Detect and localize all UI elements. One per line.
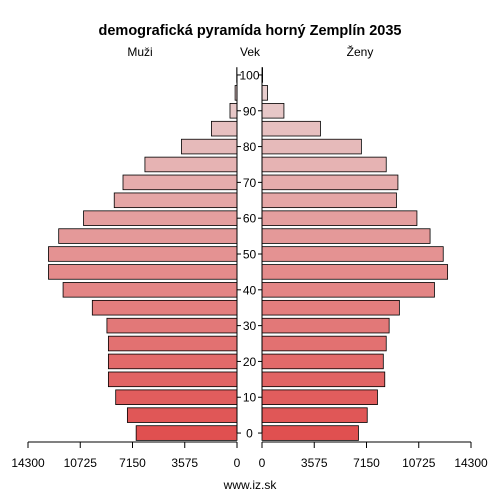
female-bar — [261, 174, 399, 191]
female-bar — [261, 425, 359, 441]
female-bar — [261, 192, 397, 209]
age-tick-label: 90 — [243, 104, 257, 118]
male-bar — [62, 282, 238, 298]
male-bar — [107, 371, 238, 388]
male-bar — [48, 264, 238, 280]
left-x-tick-label: 0 — [234, 456, 241, 470]
female-bar — [261, 371, 386, 388]
female-bar — [261, 156, 387, 173]
female-bar — [261, 228, 431, 244]
male-bar — [126, 407, 238, 423]
age-tick-label: 30 — [243, 319, 257, 333]
left-x-tick-label: 10725 — [64, 456, 98, 470]
male-bar — [229, 103, 238, 119]
right-x-tick-label: 3575 — [301, 456, 328, 470]
female-bar — [261, 210, 418, 226]
female-bar — [261, 353, 384, 370]
age-tick-label: 10 — [243, 391, 257, 405]
female-bar — [261, 264, 449, 280]
male-bar — [113, 192, 238, 209]
left-x-tick-label: 14300 — [11, 456, 45, 470]
right-x-tick-label: 7150 — [353, 456, 380, 470]
male-bar — [58, 228, 238, 244]
right-series-label: Ženy — [347, 44, 374, 59]
male-bar — [107, 353, 238, 370]
female-bar — [261, 407, 368, 423]
female-bar — [261, 138, 362, 155]
age-tick-label: 100 — [239, 68, 259, 82]
female-bar — [261, 246, 444, 262]
male-bar — [107, 335, 238, 352]
male-bar — [181, 138, 238, 155]
male-bar — [211, 120, 238, 137]
female-bar — [261, 103, 285, 119]
age-tick-label: 80 — [243, 140, 257, 154]
female-bar — [261, 335, 387, 352]
male-bar — [83, 210, 238, 226]
female-bar — [261, 282, 435, 298]
male-bar — [122, 174, 238, 191]
male-bar — [135, 425, 238, 441]
female-bar — [261, 389, 378, 405]
age-tick-label: 50 — [243, 248, 257, 262]
female-bar — [261, 120, 321, 137]
age-tick-label: 40 — [243, 283, 257, 297]
source-label: www.iz.sk — [223, 478, 278, 492]
age-tick-label: 70 — [243, 176, 257, 190]
male-bar — [48, 246, 238, 262]
male-bar — [91, 299, 238, 316]
female-bar — [261, 299, 400, 316]
right-x-tick-label: 0 — [259, 456, 266, 470]
male-bar — [106, 317, 238, 334]
left-series-label: Muži — [127, 45, 152, 59]
left-x-tick-label: 3575 — [171, 456, 198, 470]
axes-group: 14300 10725 7150 3575 0 0 3575 7150 10725 14300 0 1… — [11, 68, 488, 470]
female-bar — [261, 85, 268, 101]
left-x-tick-label: 7150 — [119, 456, 146, 470]
age-tick-label: 20 — [243, 355, 257, 369]
age-tick-label: 60 — [243, 212, 257, 226]
right-x-tick-label: 14300 — [454, 456, 488, 470]
female-bar — [261, 317, 390, 334]
age-axis-label: Vek — [240, 45, 261, 59]
male-bar — [144, 156, 238, 173]
right-x-tick-label: 10725 — [402, 456, 436, 470]
chart-title: demografická pyramída horný Zemplín 2035 — [99, 23, 402, 39]
male-bar — [115, 389, 238, 405]
age-tick-label: 0 — [246, 427, 253, 441]
